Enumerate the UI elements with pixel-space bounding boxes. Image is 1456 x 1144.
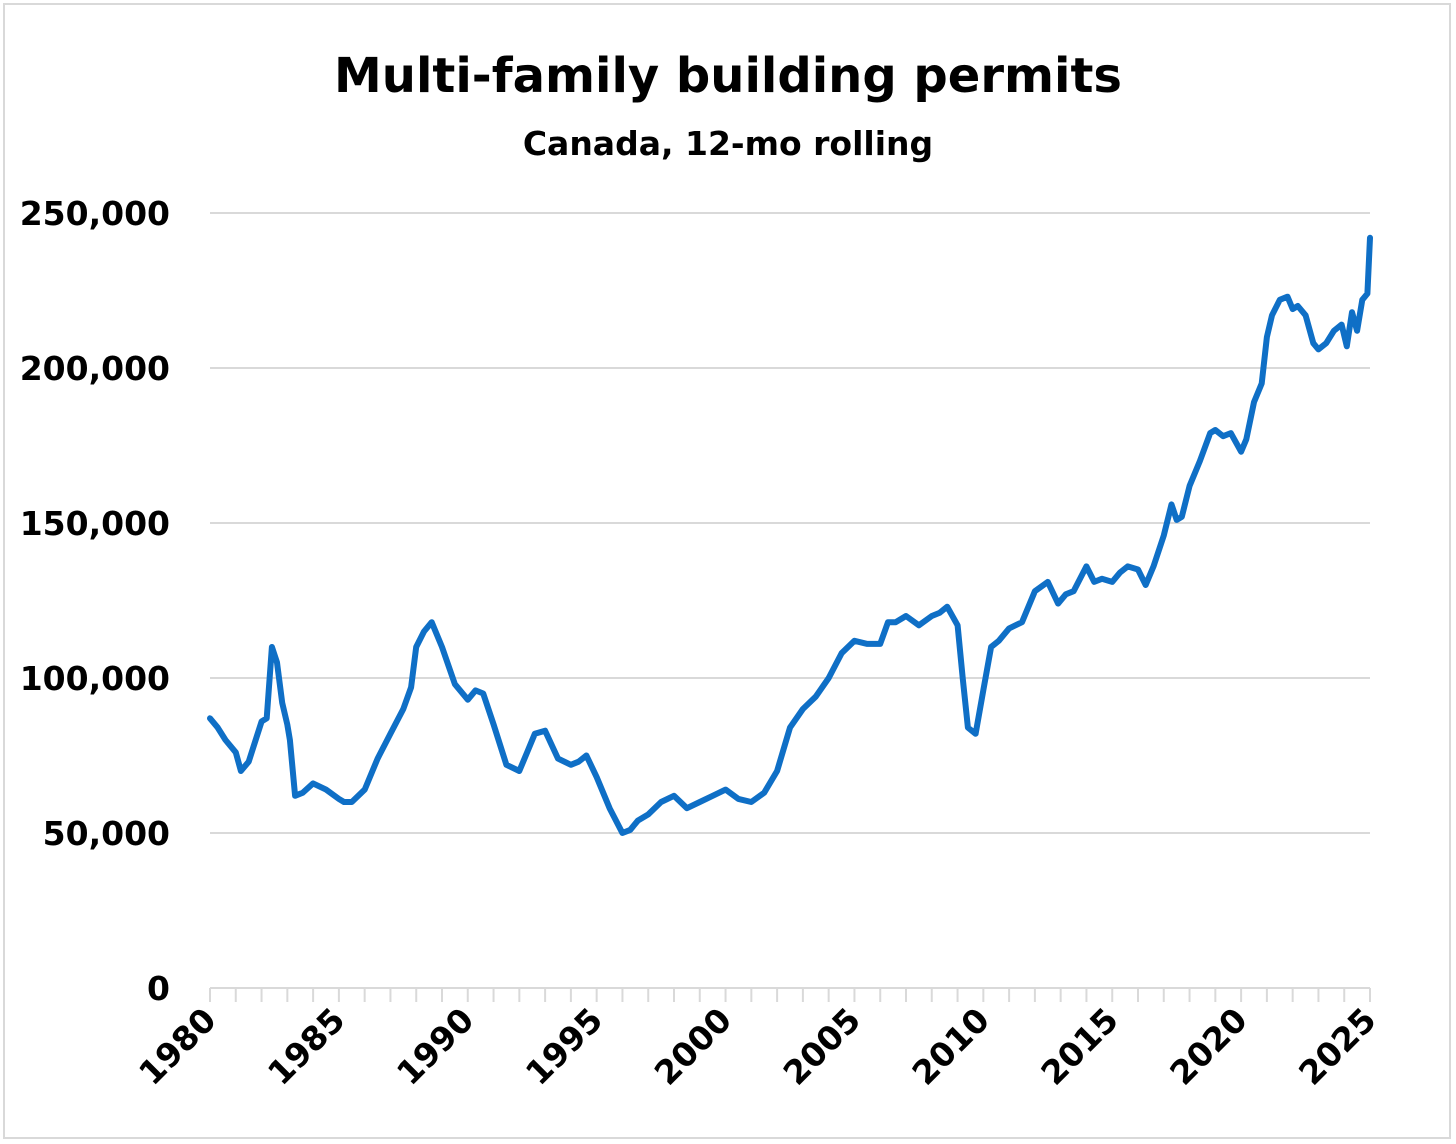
gridlines [210, 212, 1370, 834]
y-tick-label: 250,000 [20, 194, 170, 233]
x-tick-label: 2015 [1033, 1000, 1126, 1093]
series-line [207, 234, 1373, 836]
x-tick-label: 1980 [131, 1000, 224, 1093]
x-tick-label: 2000 [647, 1000, 740, 1093]
x-tick-label: 1985 [260, 1000, 353, 1093]
y-tick-label: 150,000 [20, 504, 170, 543]
series-group [207, 234, 1373, 836]
chart-frame [3, 3, 1451, 1139]
x-tick-label: 2020 [1162, 1000, 1255, 1093]
x-tick-label: 2005 [776, 1000, 869, 1093]
x-tick-label: 2010 [904, 1000, 997, 1093]
y-tick-label: 100,000 [20, 659, 170, 698]
y-tick-label: 200,000 [20, 349, 170, 388]
y-axis-ticks: 0 50,000 100,000 150,000 200,000 250,000 [20, 194, 170, 1008]
x-tick-label: 1990 [389, 1000, 482, 1093]
x-tick-label: 1995 [518, 1000, 611, 1093]
chart-title: Multi-family building permits [334, 48, 1122, 104]
y-tick-label: 50,000 [43, 814, 170, 853]
x-axis-ticks: 1980 1985 1990 1995 2000 2005 2010 2015 2020 2025 [131, 1000, 1384, 1093]
chart-subtitle: Canada, 12-mo rolling [522, 124, 934, 163]
x-axis [209, 987, 1371, 1002]
y-tick-label: 0 [147, 969, 170, 1008]
x-tick-label: 2025 [1291, 1000, 1384, 1093]
